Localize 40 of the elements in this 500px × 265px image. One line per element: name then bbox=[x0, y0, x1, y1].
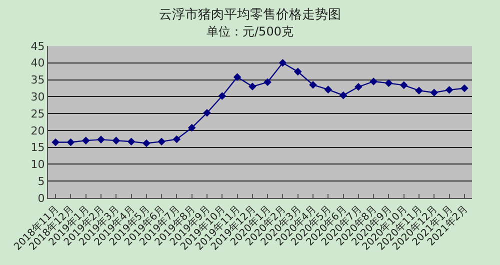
point bbox=[370, 78, 378, 86]
point bbox=[172, 135, 181, 144]
point bbox=[294, 68, 302, 76]
point bbox=[264, 78, 272, 86]
y-tick-label: 20 bbox=[30, 124, 45, 138]
chart-subtitle: 单位：元/500克 bbox=[206, 24, 294, 38]
point bbox=[188, 124, 196, 132]
point bbox=[52, 138, 60, 146]
point bbox=[384, 79, 393, 88]
y-tick-label: 40 bbox=[30, 56, 45, 70]
point bbox=[66, 138, 75, 146]
point bbox=[354, 82, 362, 91]
point bbox=[127, 138, 136, 146]
point bbox=[278, 58, 287, 67]
point bbox=[97, 136, 105, 144]
point bbox=[400, 81, 408, 90]
y-tick-label: 10 bbox=[30, 158, 45, 172]
point bbox=[82, 136, 90, 144]
y-tick-label: 45 bbox=[30, 40, 45, 53]
y-tick-label: 30 bbox=[30, 90, 45, 104]
point bbox=[430, 88, 438, 97]
point bbox=[112, 136, 120, 144]
point bbox=[309, 80, 317, 89]
point bbox=[203, 108, 211, 117]
point bbox=[339, 91, 348, 100]
y-tick-label: 0 bbox=[38, 192, 45, 205]
point bbox=[218, 92, 226, 100]
y-tick-label: 25 bbox=[30, 107, 45, 120]
y-tick-label: 15 bbox=[30, 141, 45, 154]
point bbox=[158, 138, 166, 146]
point bbox=[415, 86, 423, 94]
point bbox=[460, 84, 468, 92]
point bbox=[324, 86, 332, 94]
y-tick-label: 35 bbox=[30, 74, 45, 87]
point bbox=[248, 82, 256, 90]
chart-title: 云浮市猪肉平均零售价格走势图 bbox=[159, 8, 341, 23]
y-tick-label: 5 bbox=[38, 174, 45, 188]
point bbox=[142, 139, 150, 148]
point bbox=[233, 73, 242, 81]
point bbox=[445, 86, 454, 94]
